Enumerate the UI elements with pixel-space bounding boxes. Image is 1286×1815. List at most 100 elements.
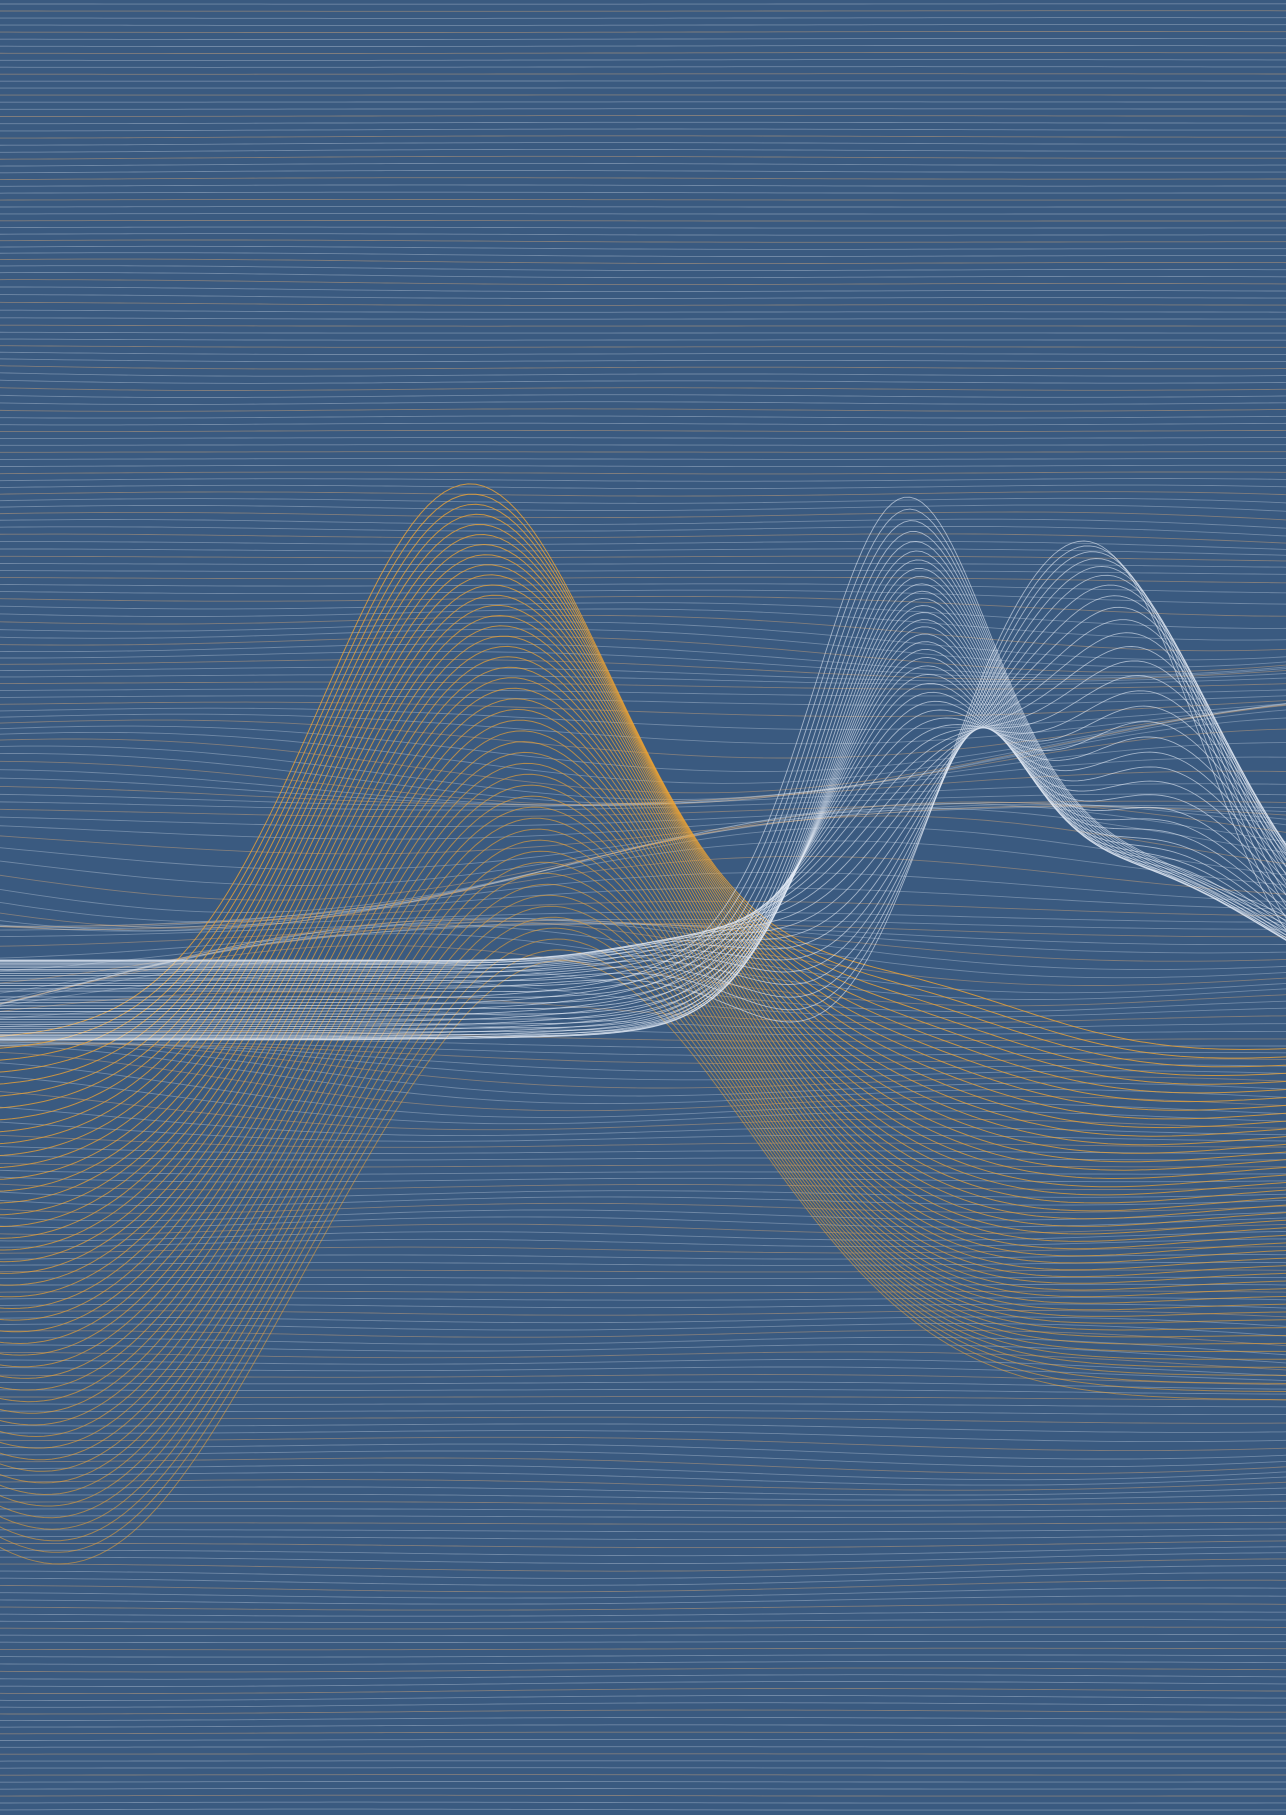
orange-line: [0, 850, 1286, 1449]
field-line: [0, 1006, 1286, 1030]
field-line: [0, 681, 1286, 690]
field-line: [0, 1808, 1286, 1811]
field-line: [0, 1374, 1286, 1386]
field-line: [0, 191, 1286, 194]
white-line: [0, 626, 1286, 1033]
field-line: [0, 608, 1286, 641]
field-line: [0, 933, 1286, 1005]
field-line: [0, 1471, 1286, 1486]
orange-line: [0, 828, 1286, 1426]
field-line: [0, 1254, 1286, 1260]
field-line: [0, 518, 1286, 529]
field-line: [0, 219, 1286, 222]
orange-line: [0, 564, 1286, 1133]
field-line: [0, 1486, 1286, 1496]
field-line: [0, 372, 1286, 377]
white-line: [0, 619, 1286, 1036]
field-line: [0, 595, 1286, 617]
white-line: [0, 612, 1286, 1039]
orange-line: [0, 784, 1286, 1379]
field-line: [0, 170, 1286, 174]
field-line: [0, 756, 1286, 806]
orange-line: [0, 883, 1286, 1484]
field-line: [0, 365, 1286, 370]
field-line: [0, 540, 1286, 550]
field-line: [0, 324, 1286, 327]
field-line: [0, 900, 1286, 928]
field-line: [0, 1146, 1286, 1154]
orange-line: [0, 687, 1286, 1274]
field-line: [0, 1283, 1286, 1287]
orange-line: [0, 916, 1286, 1519]
white-line: [0, 648, 1286, 1020]
field-line: [0, 871, 1286, 928]
white-line: [0, 496, 1286, 1001]
field-line: [0, 555, 1286, 562]
field-line: [0, 1041, 1286, 1097]
field-line: [0, 1528, 1286, 1533]
field-line: [0, 1731, 1286, 1735]
orange-line: [0, 949, 1286, 1553]
field-line: [0, 815, 1286, 929]
field-line: [0, 688, 1286, 697]
field-line: [0, 345, 1286, 348]
field-line: [0, 1681, 1286, 1687]
orange-line: [0, 806, 1286, 1403]
field-line: [0, 309, 1286, 313]
field-line: [0, 401, 1286, 405]
field-line: [0, 533, 1286, 544]
field-line: [0, 674, 1286, 685]
white-line: [0, 633, 1286, 1030]
field-line: [0, 52, 1286, 54]
white-line: [0, 641, 1286, 1025]
field-line: [0, 1611, 1286, 1617]
field-line: [0, 1687, 1286, 1695]
field-line: [0, 301, 1286, 306]
field-line: [0, 562, 1286, 568]
field-line: [0, 66, 1286, 68]
orange-line: [0, 625, 1286, 1204]
field-line: [0, 422, 1286, 426]
field-line: [0, 1403, 1286, 1408]
field-line: [0, 887, 1286, 927]
field-line: [0, 497, 1286, 504]
field-line: [0, 1709, 1286, 1715]
field-line: [0, 742, 1286, 806]
field-line: [0, 918, 1286, 994]
field-line: [0, 1183, 1286, 1191]
orange-line: [0, 894, 1286, 1496]
field-line: [0, 658, 1286, 681]
field-line: [0, 703, 1286, 784]
field-line: [0, 911, 1286, 931]
field-line: [0, 226, 1286, 229]
field-line: [0, 920, 1286, 984]
field-line: [0, 1521, 1286, 1525]
field-line: [0, 1042, 1286, 1081]
field-line: [0, 1336, 1286, 1356]
field-line: [0, 1202, 1286, 1214]
white-wave-bundle: [0, 496, 1286, 1041]
field-line: [0, 1030, 1286, 1042]
white-line: [0, 574, 1286, 967]
orange-line: [0, 666, 1286, 1251]
field-line: [0, 1450, 1286, 1468]
white-line: [0, 675, 1286, 969]
field-line: [0, 155, 1286, 160]
field-line: [0, 1801, 1286, 1804]
white-line: [0, 559, 1286, 1032]
orange-line: [0, 698, 1286, 1286]
field-line: [0, 1329, 1286, 1347]
field-line: [0, 108, 1286, 110]
orange-line: [0, 795, 1286, 1391]
orange-line: [0, 730, 1286, 1321]
white-line: [0, 705, 1286, 977]
field-line: [0, 317, 1286, 320]
white-line: [0, 595, 1286, 963]
field-line: [0, 1579, 1286, 1593]
field-line: [0, 478, 1286, 482]
orange-line: [0, 872, 1286, 1472]
field-line: [0, 379, 1286, 384]
white-line: [0, 690, 1286, 973]
white-line: [0, 682, 1286, 998]
white-line: [0, 691, 1286, 993]
